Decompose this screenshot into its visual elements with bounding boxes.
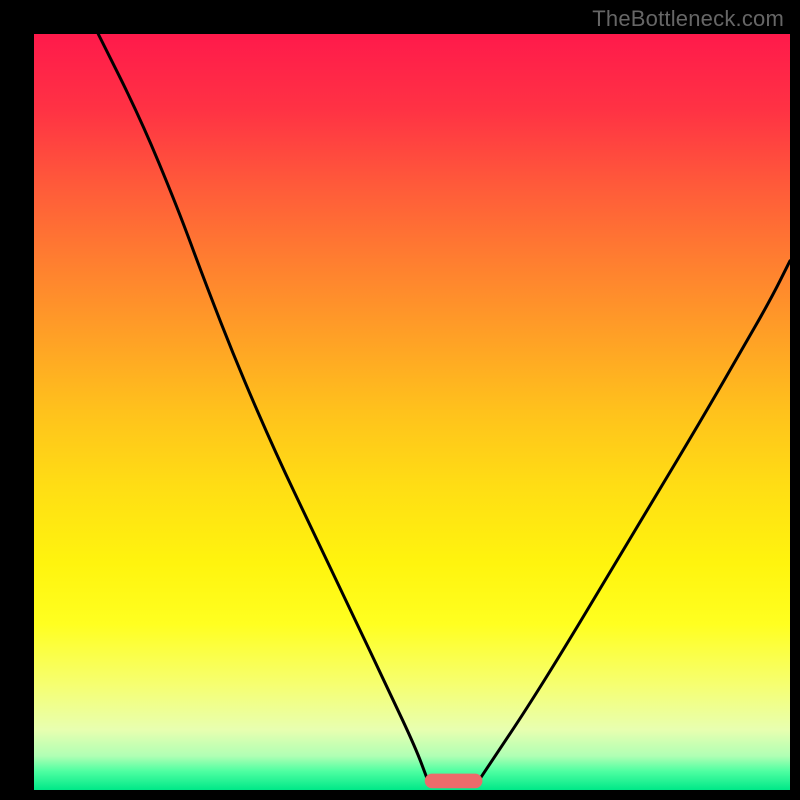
- optimum-marker: [425, 774, 482, 788]
- frame-right: [790, 0, 800, 800]
- watermark-text: TheBottleneck.com: [592, 6, 784, 32]
- frame-bottom: [0, 790, 800, 800]
- bottleneck-chart: [0, 0, 800, 800]
- gradient-background: [34, 34, 790, 790]
- frame-left: [0, 0, 34, 800]
